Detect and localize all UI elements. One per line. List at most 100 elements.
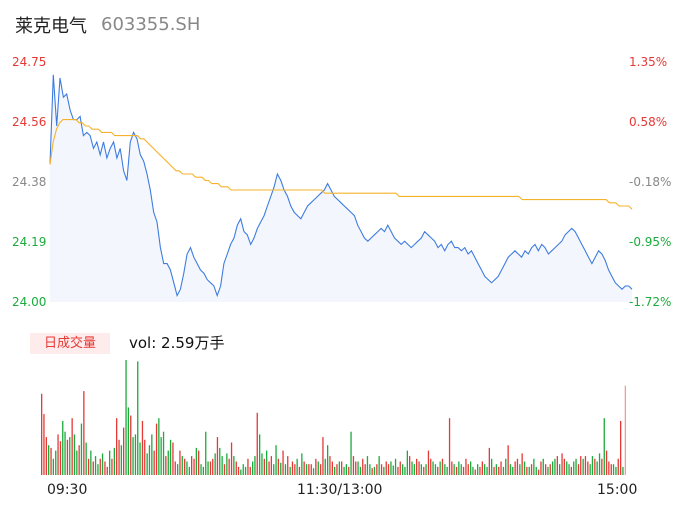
volume-bar <box>437 466 439 475</box>
volume-bar <box>484 464 486 475</box>
volume-bar <box>385 461 387 475</box>
y-tick-left: 24.75 <box>12 55 47 69</box>
volume-bar <box>294 464 296 475</box>
volume-bar <box>455 466 458 475</box>
volume-bar <box>547 466 549 475</box>
volume-bar <box>146 453 148 475</box>
y-tick-right: -0.95% <box>629 235 672 249</box>
volume-bar <box>411 461 413 475</box>
volume-bar <box>160 437 162 475</box>
volume-bar <box>280 462 282 475</box>
volume-bar <box>284 464 287 475</box>
volume-bar <box>439 461 441 475</box>
volume-bar <box>90 450 92 475</box>
volume-bar <box>259 434 261 475</box>
volume-bar <box>111 458 113 475</box>
volume-bar <box>425 464 427 475</box>
volume-bar <box>341 461 343 475</box>
volume-bar <box>334 466 336 475</box>
volume-bar <box>402 464 404 475</box>
volume-bar <box>188 466 190 475</box>
volume-bar <box>109 450 111 475</box>
volume-bar <box>200 464 202 475</box>
volume-bar <box>418 461 420 475</box>
volume-bar <box>331 461 333 475</box>
volume-bar <box>357 461 359 475</box>
volume-bar <box>406 450 408 475</box>
volume-bar <box>488 447 490 475</box>
volume-bar <box>453 464 455 475</box>
volume-bar <box>116 418 118 475</box>
volume-bar <box>596 461 598 475</box>
volume-bar <box>505 458 507 475</box>
volume-bar <box>477 464 479 475</box>
volume-bar <box>141 420 144 475</box>
volume-bar <box>252 461 254 475</box>
volume-bar <box>420 464 422 475</box>
volume-bar <box>315 458 317 475</box>
volume-bar <box>404 466 406 475</box>
volume-bar <box>355 461 357 475</box>
volume-bar <box>582 458 584 475</box>
volume-bar <box>69 437 71 475</box>
volume-bar <box>78 445 80 475</box>
volume-bar <box>139 442 141 475</box>
volume-bar <box>514 461 516 475</box>
volume-bar <box>263 458 265 475</box>
volume-bar <box>125 360 127 475</box>
volume-bar <box>202 466 204 475</box>
volume-bar <box>193 458 195 475</box>
volume-bar <box>542 458 544 475</box>
volume-bar <box>577 464 580 475</box>
y-tick-right: -0.18% <box>629 175 672 189</box>
volume-bar <box>144 439 146 475</box>
volume-bar <box>205 431 207 475</box>
volume-bar <box>319 464 322 475</box>
volume-bar <box>249 466 251 475</box>
volume-bar <box>301 453 303 475</box>
volume-bar <box>181 456 183 475</box>
volume-bar <box>55 450 57 475</box>
volume-bar <box>615 466 617 475</box>
volume-bar <box>137 361 139 475</box>
volume-bar <box>277 458 279 475</box>
volume-bar <box>528 466 530 475</box>
volume-bar <box>605 450 608 475</box>
volume-bar <box>268 461 270 475</box>
volume-bar <box>498 466 500 475</box>
volume-bar <box>376 464 378 475</box>
volume-bar <box>601 458 603 475</box>
volume-bar <box>509 464 512 475</box>
volume-bar <box>66 439 69 475</box>
volume-bar <box>570 466 572 475</box>
volume-bar <box>64 431 66 475</box>
volume-bar <box>80 423 83 475</box>
volume-badge[interactable]: 日成交量 <box>30 333 110 354</box>
volume-bar <box>460 464 462 475</box>
volume-bar <box>622 466 624 475</box>
volume-bar <box>207 461 209 475</box>
volume-bar <box>312 468 315 475</box>
volume-bar <box>336 464 338 475</box>
volume-bar <box>371 468 373 475</box>
volume-bar <box>223 464 226 475</box>
volume-bar <box>99 458 101 475</box>
volume-bar <box>317 461 319 475</box>
volume-bar <box>242 464 244 475</box>
volume-bar <box>184 458 186 475</box>
volume-bar <box>608 461 610 475</box>
volume-bar <box>566 461 568 475</box>
volume-bar <box>169 439 172 475</box>
volume-bar <box>324 458 326 475</box>
volume-bar <box>123 427 125 475</box>
volume-bar <box>587 461 589 475</box>
volume-bar <box>247 458 249 475</box>
volume-bar <box>273 464 275 475</box>
volume-bar <box>352 456 355 475</box>
volume-bar <box>563 458 565 475</box>
volume-bar <box>559 464 561 475</box>
volume-bar <box>127 407 129 475</box>
volume-bar <box>491 458 493 475</box>
volume-bar <box>130 415 132 475</box>
volume-bar <box>329 456 331 475</box>
